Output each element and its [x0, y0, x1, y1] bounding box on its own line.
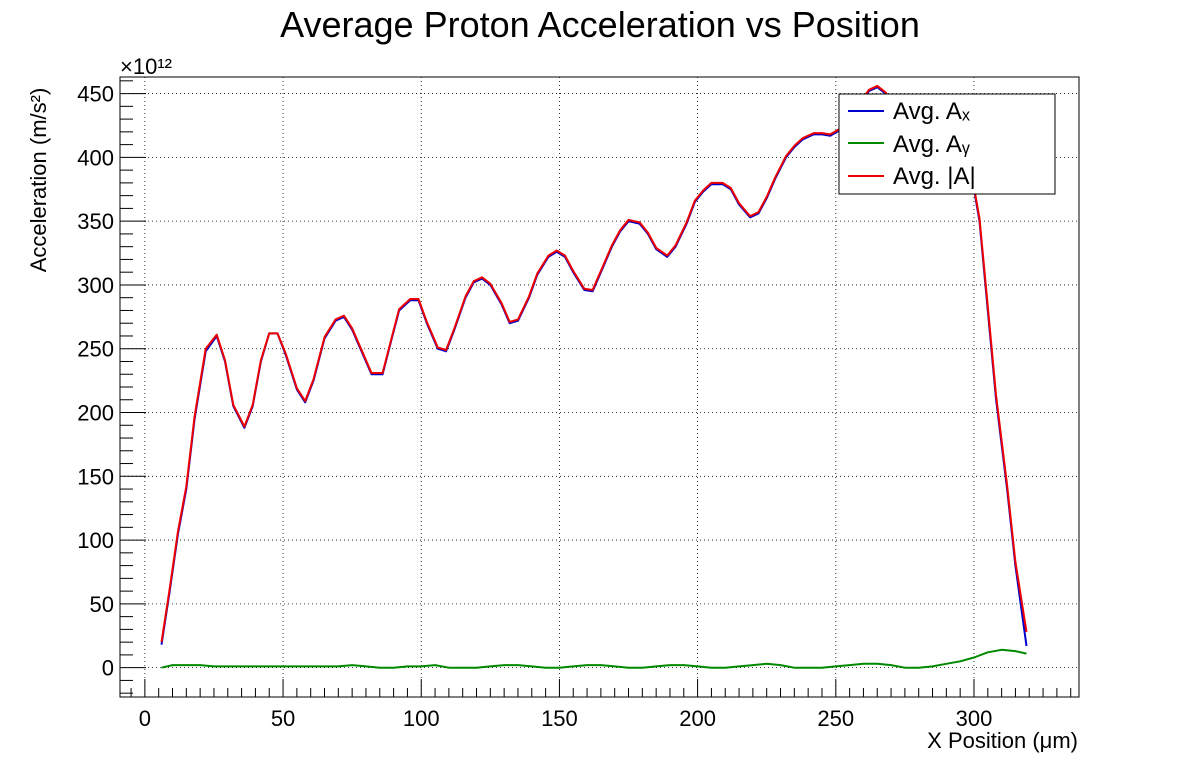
- x-tick-label: 250: [817, 706, 854, 731]
- series-line-1: [161, 648, 1027, 669]
- y-tick-label: 0: [102, 656, 114, 681]
- x-tick-label: 300: [956, 706, 993, 731]
- x-tick-label: 150: [541, 706, 578, 731]
- axes: 0 50 100 150 200 250 300 0 50 100 150 200 250 300 350 4…: [77, 80, 1072, 731]
- y-multiplier: ×10¹²: [120, 54, 172, 79]
- series-layer: [160, 84, 1028, 669]
- legend-label-amag: Avg. |A|: [893, 163, 976, 190]
- y-tick-label: 250: [77, 337, 114, 362]
- y-tick-label: 50: [90, 592, 114, 617]
- y-tick-label: 450: [77, 82, 114, 107]
- chart-title: Average Proton Acceleration vs Position: [280, 4, 920, 45]
- y-tick-label: 200: [77, 401, 114, 426]
- y-axis-label: Acceleration (m/s²): [26, 88, 51, 273]
- y-tick-label: 100: [77, 528, 114, 553]
- x-tick-label: 200: [679, 706, 716, 731]
- legend: Avg. Aₓ Avg. Aᵧ Avg. |A|: [838, 93, 1056, 195]
- series-line-2: [160, 84, 1028, 643]
- x-tick-label: 50: [271, 706, 295, 731]
- legend-label-ax: Avg. Aₓ: [893, 98, 970, 125]
- y-tick-label: 400: [77, 145, 114, 170]
- y-tick-label: 150: [77, 464, 114, 489]
- x-axis-label: X Position (μm): [927, 728, 1078, 753]
- legend-label-ay: Avg. Aᵧ: [893, 131, 970, 158]
- x-tick-label: 100: [403, 706, 440, 731]
- y-tick-label: 350: [77, 209, 114, 234]
- x-tick-label: 0: [139, 706, 151, 731]
- grid: [120, 77, 1079, 697]
- y-tick-label: 300: [77, 273, 114, 298]
